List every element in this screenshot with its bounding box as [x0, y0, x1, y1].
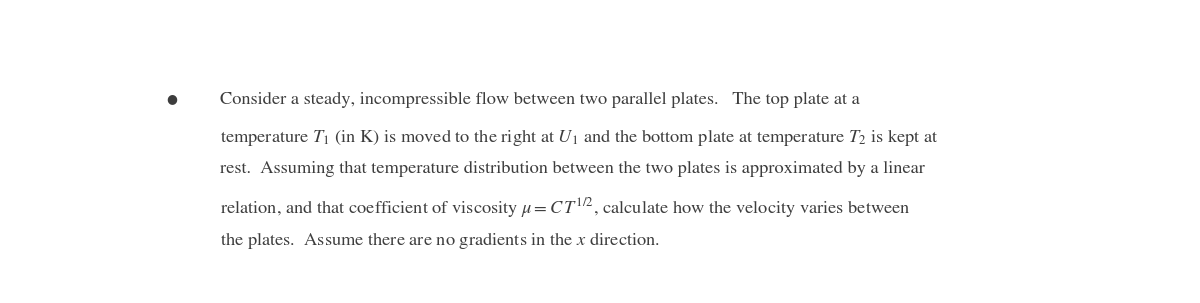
Text: ●: ● [167, 92, 178, 105]
Text: temperature $T_1$ (in K) is moved to the right at $U_1$ and the bottom plate at : temperature $T_1$ (in K) is moved to the… [220, 127, 938, 148]
Text: Consider a steady, incompressible flow between two parallel plates.   The top pl: Consider a steady, incompressible flow b… [220, 92, 859, 108]
Text: the plates.  Assume there are no gradients in the $x$ direction.: the plates. Assume there are no gradient… [220, 231, 660, 251]
Text: rest.  Assuming that temperature distribution between the two plates is approxim: rest. Assuming that temperature distribu… [220, 161, 925, 178]
Text: relation, and that coefficient of viscosity $\mu = C\, T^{1/2}$, calculate how t: relation, and that coefficient of viscos… [220, 196, 911, 220]
